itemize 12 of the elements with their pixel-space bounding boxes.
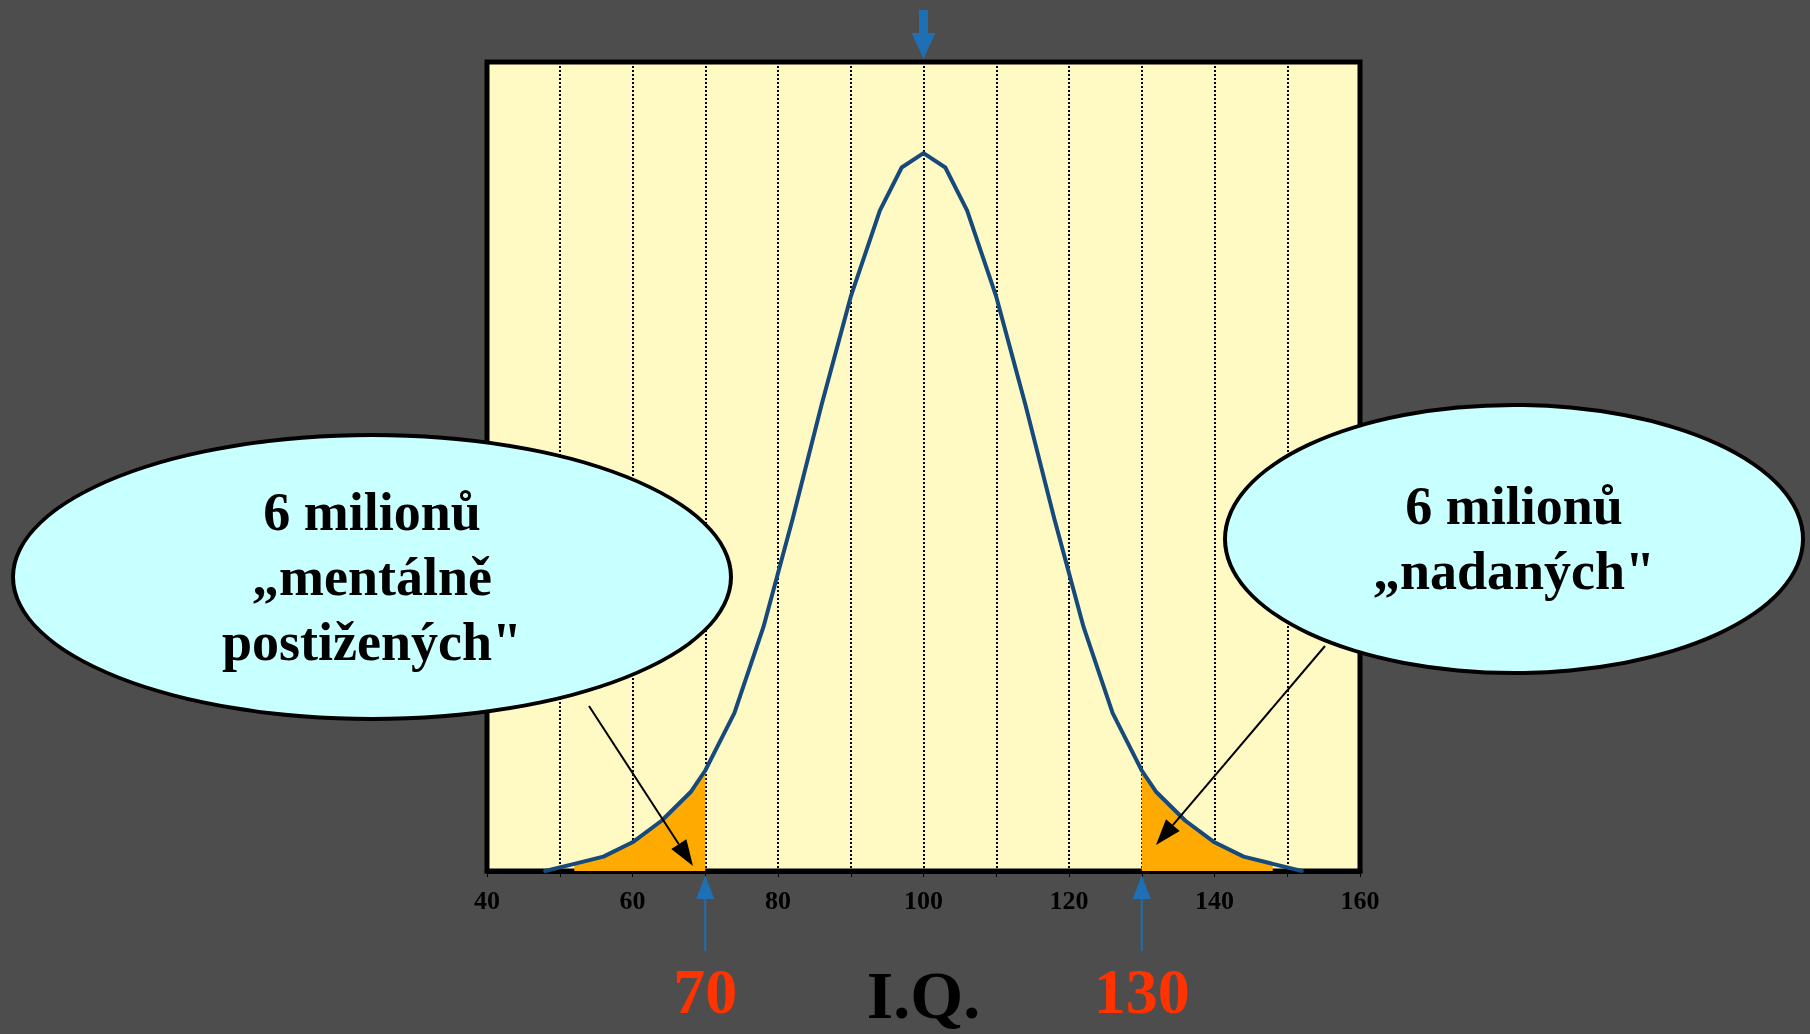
ref-line-label: 70 [673,955,738,1029]
x-tick-label: 40 [474,885,500,915]
x-tick-label: 120 [1049,885,1089,915]
x-tick-label: 100 [904,885,943,915]
x-tick-label: 160 [1340,885,1380,915]
x-axis-title: I.Q. [866,957,981,1033]
x-tick-label: 140 [1195,885,1234,915]
x-tick-label: 60 [619,885,646,915]
x-tick-label: 80 [765,885,791,915]
ref-line-label: 130 [1093,955,1190,1029]
annotation: 6 milionů „mentálně postižených" [221,481,523,674]
text: 6 milionů „nadaných" [1371,475,1657,603]
